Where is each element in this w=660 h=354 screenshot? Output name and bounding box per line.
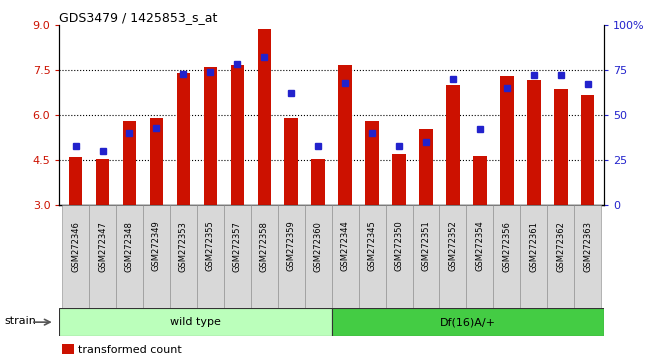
Bar [494,205,520,308]
Bar [305,205,331,308]
Text: GSM272346: GSM272346 [71,221,80,272]
Text: GSM272357: GSM272357 [233,221,242,272]
Bar [547,205,574,308]
Bar [366,121,379,205]
Text: GSM272354: GSM272354 [475,221,484,272]
Bar [69,157,82,205]
Bar [197,205,224,308]
Bar [440,205,467,308]
Bar [96,159,110,205]
Text: GSM272349: GSM272349 [152,221,161,272]
Text: GSM272345: GSM272345 [368,221,377,272]
Text: GSM272347: GSM272347 [98,221,107,272]
Text: GSM272344: GSM272344 [341,221,350,272]
Bar [500,76,513,205]
Bar [230,65,244,205]
Bar [224,205,251,308]
Text: GSM272361: GSM272361 [529,221,539,272]
Bar [62,344,74,354]
Bar [62,205,89,308]
Bar [204,67,217,205]
Text: transformed count: transformed count [79,345,182,354]
Bar [284,118,298,205]
Bar [581,96,595,205]
Bar [116,205,143,308]
Bar [392,154,406,205]
Text: GSM272363: GSM272363 [583,221,592,272]
Bar [358,205,385,308]
Bar [473,156,486,205]
Bar [331,205,358,308]
Text: GSM272351: GSM272351 [422,221,430,272]
Bar [419,129,433,205]
Bar [278,205,305,308]
Text: GSM272359: GSM272359 [286,221,296,272]
Bar [170,205,197,308]
Text: GSM272355: GSM272355 [206,221,215,272]
Bar [177,73,190,205]
Bar [257,29,271,205]
Bar [143,205,170,308]
Text: GDS3479 / 1425853_s_at: GDS3479 / 1425853_s_at [59,11,218,24]
Bar [251,205,278,308]
Text: GSM272356: GSM272356 [502,221,512,272]
Bar [412,205,440,308]
Bar [554,90,568,205]
Bar [312,159,325,205]
Bar [123,121,136,205]
Bar [527,80,541,205]
Bar [520,205,547,308]
Text: GSM272360: GSM272360 [314,221,323,272]
Text: GSM272352: GSM272352 [448,221,457,272]
Text: Df(16)A/+: Df(16)A/+ [440,317,496,327]
Bar [331,308,604,336]
Text: strain: strain [5,316,36,326]
Bar [574,205,601,308]
Bar [339,65,352,205]
Text: wild type: wild type [170,317,221,327]
Text: GSM272350: GSM272350 [395,221,403,272]
Text: GSM272362: GSM272362 [556,221,565,272]
Bar [446,85,459,205]
Bar [150,118,163,205]
Text: GSM272348: GSM272348 [125,221,134,272]
Bar [89,205,116,308]
Text: GSM272353: GSM272353 [179,221,188,272]
Text: GSM272358: GSM272358 [260,221,269,272]
Bar [467,205,494,308]
Bar [385,205,412,308]
Bar [59,308,331,336]
